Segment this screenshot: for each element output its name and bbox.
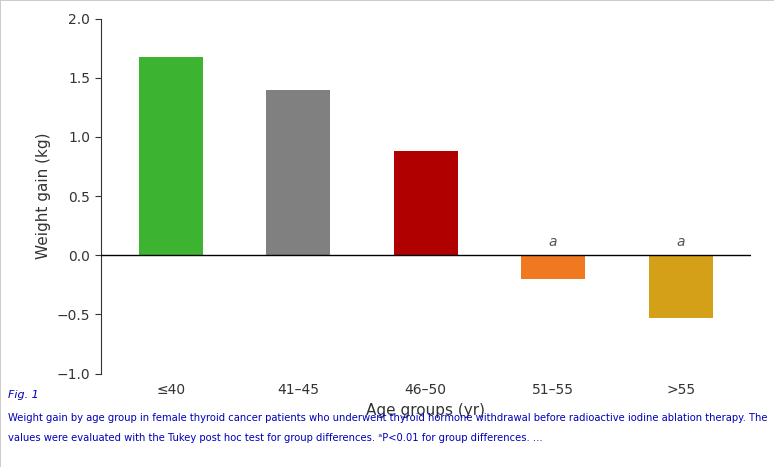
- Bar: [649, 255, 713, 318]
- Text: Fig. 1: Fig. 1: [8, 390, 39, 400]
- Bar: [266, 90, 330, 255]
- Bar: [139, 57, 203, 255]
- Text: a: a: [676, 235, 685, 249]
- Bar: [522, 255, 585, 279]
- Y-axis label: Weight gain (kg): Weight gain (kg): [36, 133, 51, 259]
- Text: Weight gain by age group in female thyroid cancer patients who underwent thyroid: Weight gain by age group in female thyro…: [8, 413, 767, 423]
- Bar: [394, 151, 457, 255]
- Text: values were evaluated with the Tukey post hoc test for group differences. ᵃP<0.0: values were evaluated with the Tukey pos…: [8, 433, 543, 443]
- X-axis label: Age groups (yr): Age groups (yr): [366, 403, 485, 418]
- Text: a: a: [549, 235, 557, 249]
